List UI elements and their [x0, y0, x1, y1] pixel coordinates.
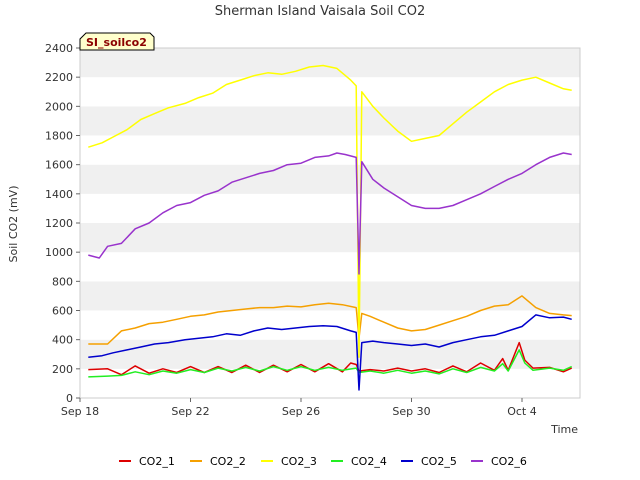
x-axis: Sep 18 Sep 22 Sep 26 Sep 30 Oct 4: [61, 398, 537, 418]
y-axis-label: Soil CO2 (mV): [7, 186, 20, 263]
y-tick-label: 600: [52, 305, 73, 318]
grid-bands: [80, 48, 580, 398]
badge-label: SI_soilco2: [86, 36, 147, 49]
y-tick-label: 800: [52, 275, 73, 288]
legend-item: CO2_3: [261, 455, 317, 468]
series-line-co2-2: [88, 295, 572, 345]
legend-item: CO2_2: [190, 455, 246, 468]
grid-band: [80, 106, 580, 136]
y-tick-label: 400: [52, 334, 73, 347]
legend-label: CO2_4: [351, 455, 387, 468]
series-line-co2-1: [88, 341, 573, 376]
legend-label: CO2_3: [281, 455, 317, 468]
legend-label: CO2_1: [139, 455, 175, 468]
series-lines: [88, 64, 573, 391]
x-tick-label: Sep 30: [392, 405, 430, 418]
y-axis: 0 200 400 600 800 1000 1200 1400 1600 1800 2000 220…: [45, 42, 80, 405]
y-tick-label: 200: [52, 363, 73, 376]
series-line-co2-6: [88, 152, 572, 275]
grid-band: [80, 310, 580, 340]
x-axis-label: Time: [550, 423, 578, 436]
x-tick-label: Oct 4: [507, 405, 537, 418]
y-tick-label: 2200: [45, 71, 73, 84]
legend-item: CO2_4: [331, 455, 387, 468]
chart-title: Sherman Island Vaisala Soil CO2: [215, 4, 425, 19]
y-tick-label: 1400: [45, 188, 73, 201]
legend: CO2_1 CO2_2 CO2_3 CO2_4 CO2_5 CO2_6: [119, 455, 527, 468]
legend-label: CO2_5: [421, 455, 457, 468]
grid-band: [80, 48, 580, 78]
y-tick-label: 2400: [45, 42, 73, 55]
series-line-co2-3: [88, 64, 572, 358]
legend-item: CO2_5: [401, 455, 457, 468]
grid-band: [80, 281, 580, 311]
legend-label: CO2_6: [491, 455, 527, 468]
grid-band: [80, 368, 580, 398]
station-badge: SI_soilco2: [79, 32, 155, 51]
legend-label: CO2_2: [210, 455, 246, 468]
y-tick-label: 0: [66, 392, 73, 405]
grid-band: [80, 193, 580, 223]
x-tick-label: Sep 22: [171, 405, 209, 418]
grid-band: [80, 135, 580, 165]
y-tick-label: 1200: [45, 217, 73, 230]
grid-band: [80, 77, 580, 107]
legend-item: CO2_6: [471, 455, 527, 468]
y-tick-label: 2000: [45, 100, 73, 113]
x-tick-label: Sep 18: [61, 405, 99, 418]
grid-band: [80, 164, 580, 194]
series-line-co2-4: [88, 349, 573, 378]
y-tick-label: 1000: [45, 246, 73, 259]
series-line-co2-5: [88, 314, 572, 391]
grid-band: [80, 252, 580, 282]
badge-shape: [79, 32, 155, 51]
legend-item: CO2_1: [119, 455, 175, 468]
x-tick-label: Sep 26: [282, 405, 320, 418]
grid-band: [80, 223, 580, 253]
y-tick-label: 1800: [45, 130, 73, 143]
y-tick-label: 1600: [45, 159, 73, 172]
